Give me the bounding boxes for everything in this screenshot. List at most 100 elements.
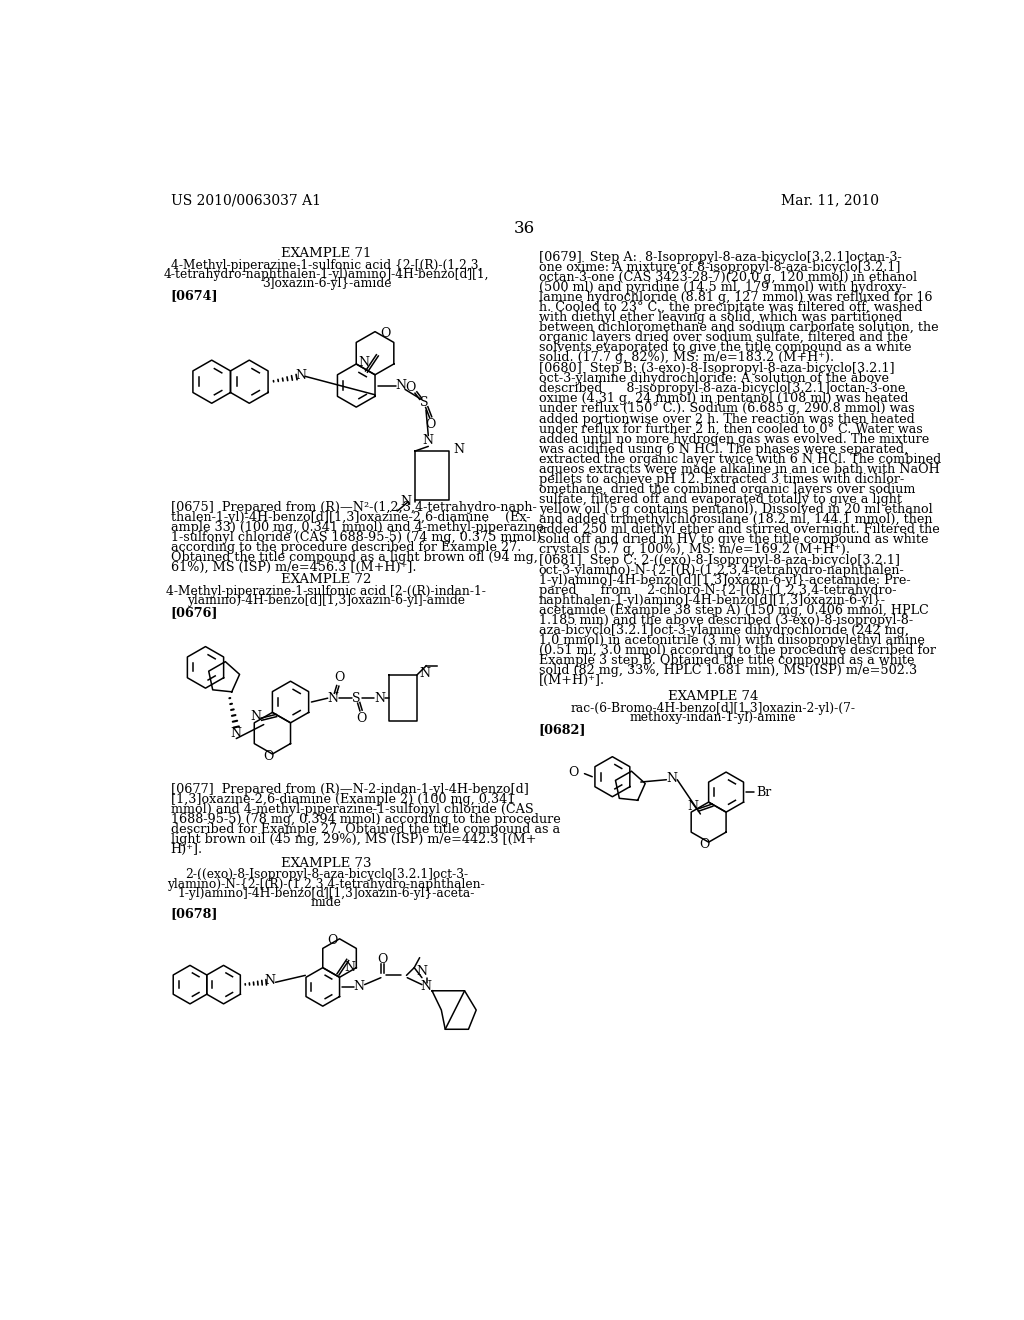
Text: O: O: [406, 380, 416, 393]
Text: lamine hydrochloride (8.81 g, 127 mmol) was refluxed for 16: lamine hydrochloride (8.81 g, 127 mmol) …: [539, 290, 932, 304]
Text: 1.0 mmol) in acetonitrile (3 ml) with diisopropylethyl amine: 1.0 mmol) in acetonitrile (3 ml) with di…: [539, 635, 925, 647]
Polygon shape: [254, 713, 291, 754]
Polygon shape: [709, 772, 743, 812]
Text: N: N: [400, 495, 412, 508]
Text: [0682]: [0682]: [539, 723, 587, 735]
Text: oct-3-ylamine dihydrochloride: A solution of the above: oct-3-ylamine dihydrochloride: A solutio…: [539, 372, 889, 385]
Text: Mar. 11, 2010: Mar. 11, 2010: [781, 193, 879, 207]
Text: EXAMPLE 71: EXAMPLE 71: [282, 247, 372, 260]
Text: 1-yl)amino]-4H-benzo[d][1,3]oxazin-6-yl}-aceta-: 1-yl)amino]-4H-benzo[d][1,3]oxazin-6-yl}…: [178, 887, 475, 900]
Text: N: N: [453, 444, 464, 455]
Text: omethane, dried the combined organic layers over sodium: omethane, dried the combined organic lay…: [539, 483, 915, 495]
Polygon shape: [306, 968, 340, 1006]
Text: solid (82 mg, 33%, HPLC 1.681 min), MS (ISP) m/e=502.3: solid (82 mg, 33%, HPLC 1.681 min), MS (…: [539, 664, 916, 677]
Text: pellets to achieve pH 12. Extracted 3 times with dichlor-: pellets to achieve pH 12. Extracted 3 ti…: [539, 473, 904, 486]
Text: [0674]: [0674]: [171, 289, 218, 302]
Polygon shape: [323, 939, 356, 977]
Text: 2-((exo)-8-Isopropyl-8-aza-bicyclo[3.2.1]oct-3-: 2-((exo)-8-Isopropyl-8-aza-bicyclo[3.2.1…: [185, 869, 468, 882]
Text: N: N: [423, 434, 434, 447]
Text: [0679]  Step A:  8-Isopropyl-8-aza-bicyclo[3.2.1]octan-3-: [0679] Step A: 8-Isopropyl-8-aza-bicyclo…: [539, 251, 901, 264]
Text: O: O: [377, 953, 388, 966]
Text: [0677]  Prepared from (R)—N-2-indan-1-yl-4H-benzo[d]: [0677] Prepared from (R)—N-2-indan-1-yl-…: [171, 783, 528, 796]
Polygon shape: [691, 803, 726, 842]
Polygon shape: [187, 647, 223, 688]
Text: (500 ml) and pyridine (14.5 ml, 179 mmol) with hydroxy-: (500 ml) and pyridine (14.5 ml, 179 mmol…: [539, 281, 906, 294]
Text: O: O: [327, 933, 337, 946]
Text: light brown oil (45 mg, 29%), MS (ISP) m/e=442.3 [(M+: light brown oil (45 mg, 29%), MS (ISP) m…: [171, 833, 537, 846]
Text: N: N: [264, 974, 275, 987]
Text: EXAMPLE 72: EXAMPLE 72: [282, 573, 372, 586]
Text: 4-Methyl-piperazine-1-sulfonic acid [2-((R)-indan-1-: 4-Methyl-piperazine-1-sulfonic acid [2-(…: [167, 585, 486, 598]
Polygon shape: [173, 965, 207, 1003]
Text: N: N: [687, 800, 698, 813]
Polygon shape: [193, 360, 230, 404]
Text: Br: Br: [757, 785, 771, 799]
Text: under reflux for further 2 h, then cooled to 0° C. Water was: under reflux for further 2 h, then coole…: [539, 422, 923, 436]
Polygon shape: [338, 364, 375, 407]
Text: ample 33) (100 mg, 0.341 mmol) and 4-methyl-piperazine-: ample 33) (100 mg, 0.341 mmol) and 4-met…: [171, 521, 548, 535]
Text: rac-(6-Bromo-4H-benzo[d][1,3]oxazin-2-yl)-(7-: rac-(6-Bromo-4H-benzo[d][1,3]oxazin-2-yl…: [570, 702, 856, 715]
Text: (0.51 ml, 3.0 mmol) according to the procedure described for: (0.51 ml, 3.0 mmol) according to the pro…: [539, 644, 936, 657]
Text: added until no more hydrogen gas was evolved. The mixture: added until no more hydrogen gas was evo…: [539, 433, 929, 446]
Text: 61%), MS (ISP) m/e=456.3 [(M+H)⁺].: 61%), MS (ISP) m/e=456.3 [(M+H)⁺].: [171, 561, 416, 574]
Text: extracted the organic layer twice with 6 N HCl. The combined: extracted the organic layer twice with 6…: [539, 453, 941, 466]
Text: acetamide (Example 38 step A) (150 mg, 0.406 mmol, HPLC: acetamide (Example 38 step A) (150 mg, 0…: [539, 605, 929, 618]
Text: [0676]: [0676]: [171, 606, 218, 619]
Text: pared      from    2-chloro-N-{2-[(R)-(1,2,3,4-tetrahydro-: pared from 2-chloro-N-{2-[(R)-(1,2,3,4-t…: [539, 585, 896, 597]
Text: was acidified using 6 N HCl. The phases were separated,: was acidified using 6 N HCl. The phases …: [539, 442, 908, 455]
Text: US 2010/0063037 A1: US 2010/0063037 A1: [171, 193, 321, 207]
Text: ylamino)-N-{2-[(R)-(1,2,3,4-tetrahydro-naphthalen-: ylamino)-N-{2-[(R)-(1,2,3,4-tetrahydro-n…: [168, 878, 485, 891]
Text: N: N: [419, 667, 430, 680]
Polygon shape: [595, 756, 630, 797]
Text: N: N: [328, 692, 339, 705]
Text: EXAMPLE 74: EXAMPLE 74: [668, 690, 759, 704]
Text: naphthalen-1-yl)amino]-4H-benzo[d][1,3]oxazin-6-yl}-: naphthalen-1-yl)amino]-4H-benzo[d][1,3]o…: [539, 594, 886, 607]
Text: Example 3 step B. Obtained the title compound as a white: Example 3 step B. Obtained the title com…: [539, 655, 914, 668]
Text: oct-3-ylamino)-N-{2-[(R)-(1,2,3,4-tetrahydro-naphthalen-: oct-3-ylamino)-N-{2-[(R)-(1,2,3,4-tetrah…: [539, 564, 904, 577]
Polygon shape: [230, 360, 268, 404]
Text: N: N: [395, 379, 407, 392]
Text: mide: mide: [311, 896, 342, 909]
Text: solid. (17.7 g, 82%), MS: m/e=183.2 (M+H⁺).: solid. (17.7 g, 82%), MS: m/e=183.2 (M+H…: [539, 351, 834, 364]
Text: aqueos extracts were made alkaline in an ice bath with NaOH: aqueos extracts were made alkaline in an…: [539, 462, 939, 475]
Text: octan-3-one (CAS 3423-28-7)(20.0 g, 120 mmol) in ethanol: octan-3-one (CAS 3423-28-7)(20.0 g, 120 …: [539, 271, 916, 284]
Text: according to the procedure described for Example 27.: according to the procedure described for…: [171, 541, 521, 554]
Polygon shape: [272, 681, 308, 723]
Text: added portionwise over 2 h. The reaction was then heated: added portionwise over 2 h. The reaction…: [539, 412, 914, 425]
Text: O: O: [263, 750, 273, 763]
Text: organic layers dried over sodium sulfate, filtered and the: organic layers dried over sodium sulfate…: [539, 331, 907, 345]
Polygon shape: [356, 331, 394, 375]
Text: N: N: [417, 965, 427, 978]
Text: and added trimethylchlorosilane (18.2 ml, 144.1 mmol), then: and added trimethylchlorosilane (18.2 ml…: [539, 512, 932, 525]
Text: N: N: [251, 710, 261, 723]
Text: with diethyl ether leaving a solid, which was partitioned: with diethyl ether leaving a solid, whic…: [539, 312, 902, 323]
Text: N: N: [353, 981, 365, 994]
Text: methoxy-indan-1-yl)-amine: methoxy-indan-1-yl)-amine: [630, 711, 797, 725]
Text: ylamino)-4H-benzo[d][1,3]oxazin-6-yl]-amide: ylamino)-4H-benzo[d][1,3]oxazin-6-yl]-am…: [187, 594, 465, 607]
Text: [(M+H)⁺].: [(M+H)⁺].: [539, 675, 605, 688]
Text: [0678]: [0678]: [171, 908, 218, 920]
Text: N: N: [358, 356, 369, 370]
Text: described      8-isopropyl-8-aza-bicyclo[3.2.1]octan-3-one: described 8-isopropyl-8-aza-bicyclo[3.2.…: [539, 383, 905, 396]
Text: under reflux (150° C.). Sodium (6.685 g, 290.8 mmol) was: under reflux (150° C.). Sodium (6.685 g,…: [539, 403, 914, 416]
Text: mmol) and 4-methyl-piperazine-1-sulfonyl chloride (CAS: mmol) and 4-methyl-piperazine-1-sulfonyl…: [171, 803, 534, 816]
Text: 4-Methyl-piperazine-1-sulfonic acid {2-[(R)-(1,2,3,: 4-Methyl-piperazine-1-sulfonic acid {2-[…: [171, 259, 482, 272]
Text: crystals (5.7 g, 100%), MS: m/e=169.2 (M+H⁺).: crystals (5.7 g, 100%), MS: m/e=169.2 (M…: [539, 543, 850, 556]
Text: N: N: [420, 981, 431, 994]
Polygon shape: [209, 661, 240, 692]
Text: thalen-1-yl)-4H-benzo[d][1,3]oxazine-2,6-diamine    (Ex-: thalen-1-yl)-4H-benzo[d][1,3]oxazine-2,6…: [171, 511, 530, 524]
Polygon shape: [207, 965, 241, 1003]
Text: added 250 ml diethyl ether and stirred overnight. Filtered the: added 250 ml diethyl ether and stirred o…: [539, 523, 939, 536]
Text: O: O: [356, 713, 367, 726]
Text: oxime (4.31 g, 24 mmol) in pentanol (108 ml) was heated: oxime (4.31 g, 24 mmol) in pentanol (108…: [539, 392, 908, 405]
Text: 1-sulfonyl chloride (CAS 1688-95-5) (74 mg, 0.375 mmol): 1-sulfonyl chloride (CAS 1688-95-5) (74 …: [171, 531, 541, 544]
Text: 3]oxazin-6-yl}-amide: 3]oxazin-6-yl}-amide: [262, 277, 391, 290]
Text: sulfate, filtered off and evaporated totally to give a light: sulfate, filtered off and evaporated tot…: [539, 492, 902, 506]
Text: N: N: [374, 692, 385, 705]
Text: 36: 36: [514, 220, 536, 238]
Text: 1688-95-5) (78 mg, 0.394 mmol) according to the procedure: 1688-95-5) (78 mg, 0.394 mmol) according…: [171, 813, 560, 826]
Text: O: O: [334, 671, 344, 684]
Text: Obtained the title compound as a light brown oil (94 mg,: Obtained the title compound as a light b…: [171, 552, 538, 564]
Text: H)⁺].: H)⁺].: [171, 843, 203, 855]
Text: aza-bicyclo[3.2.1]oct-3-ylamine dihydrochloride (242 mg,: aza-bicyclo[3.2.1]oct-3-ylamine dihydroc…: [539, 624, 908, 638]
